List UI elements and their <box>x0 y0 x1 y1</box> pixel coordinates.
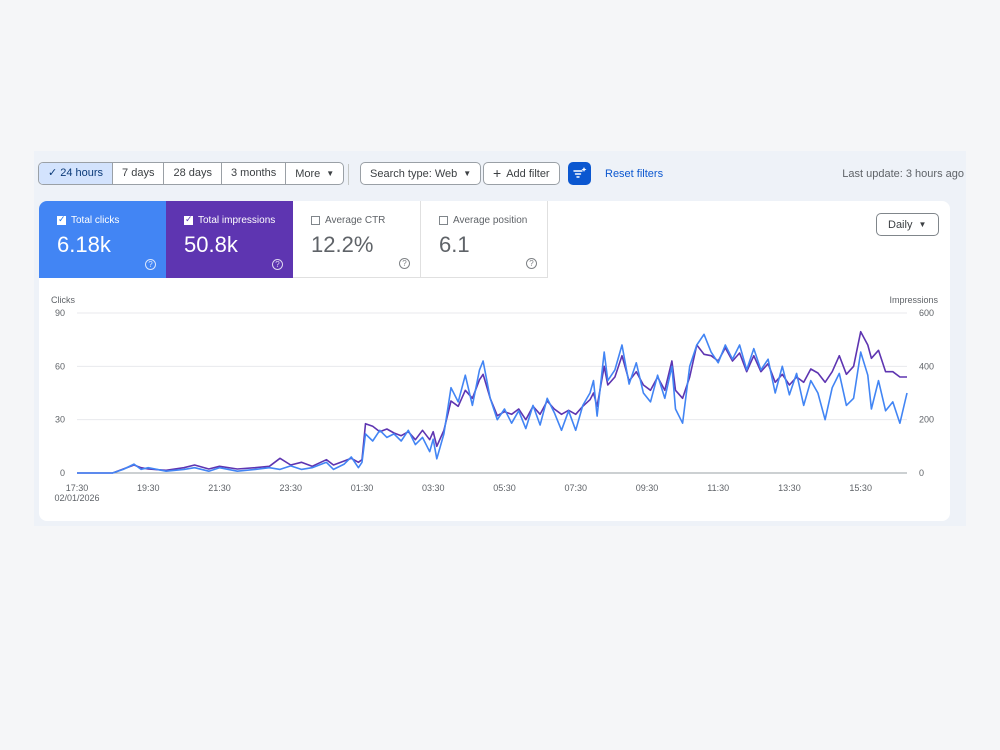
performance-chart-card: Total clicks 6.18k ? Total impressions 5… <box>39 201 950 521</box>
x-tick-label: 13:30 <box>778 483 801 493</box>
metric-value: 50.8k <box>184 232 238 257</box>
range-24-hours[interactable]: ✓ 24 hours <box>39 163 114 184</box>
reset-filters-link[interactable]: Reset filters <box>605 168 664 180</box>
toolbar-divider <box>348 164 349 185</box>
add-filter-button[interactable]: + Add filter <box>483 162 560 185</box>
y-tick-left: 90 <box>55 308 65 318</box>
range-7-days[interactable]: 7 days <box>113 163 165 184</box>
y-axis-right-title: Impressions <box>889 295 938 305</box>
x-tick-label: 23:30 <box>279 483 302 493</box>
y-tick-left: 0 <box>60 468 65 478</box>
caret-down-icon: ▼ <box>918 220 927 229</box>
series-line-clicks <box>77 333 908 474</box>
metric-average-ctr[interactable]: Average CTR 12.2% ? <box>293 201 421 278</box>
range-28-days[interactable]: 28 days <box>164 163 222 184</box>
x-tick-label: 19:30 <box>137 483 160 493</box>
checkmark-icon: ✓ <box>48 167 58 179</box>
metric-value: 6.18k <box>57 232 111 257</box>
metric-total-impressions[interactable]: Total impressions 50.8k ? <box>166 201 293 278</box>
y-tick-right: 200 <box>919 415 934 425</box>
series-line-impressions <box>77 330 907 474</box>
filter-options-button[interactable] <box>568 162 591 185</box>
plus-icon: + <box>493 165 502 181</box>
y-tick-right: 400 <box>919 361 934 371</box>
metric-average-position[interactable]: Average position 6.1 ? <box>421 201 548 278</box>
range-more[interactable]: More ▼ <box>286 163 343 184</box>
x-tick-label: 21:30 <box>208 483 231 493</box>
metric-value: 12.2% <box>311 232 374 257</box>
filter-toolbar: ✓ 24 hours 7 days 28 days 3 months More ▼ … <box>34 151 966 197</box>
date-range-selector: ✓ 24 hours 7 days 28 days 3 months More ▼ <box>38 162 345 185</box>
range-3-months[interactable]: 3 months <box>222 163 287 184</box>
x-tick-label: 17:30 <box>66 483 89 493</box>
x-tick-label: 01:30 <box>351 483 374 493</box>
checkbox-unchecked-icon <box>439 216 448 225</box>
x-start-date: 02/01/2026 <box>54 493 99 503</box>
y-tick-left: 60 <box>55 361 65 371</box>
filter-sparkle-icon <box>573 167 587 178</box>
x-tick-label: 15:30 <box>849 483 872 493</box>
y-axis-left-title: Clicks <box>51 295 75 305</box>
checkbox-unchecked-icon <box>311 216 320 225</box>
last-update-text: Last update: 3 hours ago <box>842 168 964 180</box>
help-icon[interactable]: ? <box>272 259 283 270</box>
help-icon[interactable]: ? <box>145 259 156 270</box>
y-tick-right: 0 <box>919 468 924 478</box>
performance-line-chart: Clicks Impressions 0 30 60 90 0 200 400 600 17:30 1… <box>51 295 939 503</box>
checkbox-checked-icon <box>57 214 66 225</box>
x-tick-label: 03:30 <box>422 483 445 493</box>
x-tick-label: 07:30 <box>564 483 587 493</box>
caret-down-icon: ▼ <box>326 169 335 178</box>
x-tick-label: 05:30 <box>493 483 516 493</box>
x-tick-label: 11:30 <box>707 483 729 493</box>
help-icon[interactable]: ? <box>526 258 537 269</box>
checkbox-checked-icon <box>184 214 193 225</box>
metric-value: 6.1 <box>439 232 470 257</box>
y-tick-left: 30 <box>55 415 65 425</box>
help-icon[interactable]: ? <box>399 258 410 269</box>
caret-down-icon: ▼ <box>463 169 472 178</box>
metric-total-clicks[interactable]: Total clicks 6.18k ? <box>39 201 166 278</box>
performance-panel: ✓ 24 hours 7 days 28 days 3 months More ▼ … <box>34 151 966 526</box>
x-tick-label: 09:30 <box>636 483 659 493</box>
search-type-button[interactable]: Search type: Web ▼ <box>360 162 482 185</box>
y-tick-right: 600 <box>919 308 934 318</box>
granularity-dropdown[interactable]: Daily ▼ <box>876 213 939 236</box>
